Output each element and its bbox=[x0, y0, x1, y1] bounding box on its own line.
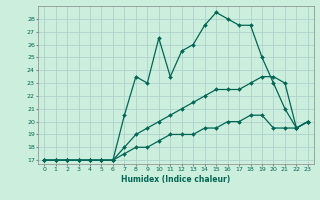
X-axis label: Humidex (Indice chaleur): Humidex (Indice chaleur) bbox=[121, 175, 231, 184]
